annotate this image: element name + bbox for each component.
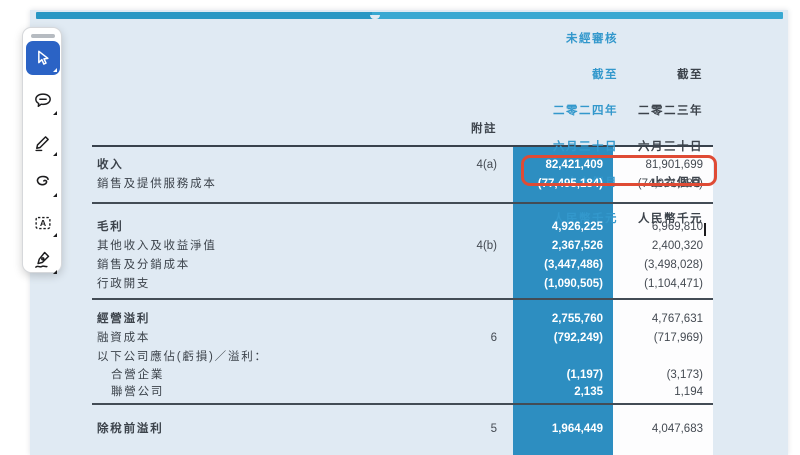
row-label: 以下公司應佔(虧損)／溢利： (97, 351, 268, 363)
value-2024: 2,135 (574, 386, 603, 398)
comment-bubble-icon (32, 90, 54, 112)
table-row-share-of-profits: 以下公司應佔(虧損)／溢利： (30, 348, 788, 367)
submenu-corner-triangle (53, 111, 57, 115)
table-row-joint-ventures: 合營企業 (1,197) (3,173) (30, 366, 788, 385)
submenu-corner-triangle (53, 233, 57, 237)
note-cell: 4(b) (476, 240, 497, 252)
value-2023: 2,400,320 (651, 240, 703, 252)
submenu-corner-triangle (53, 152, 57, 156)
value-2023: 4,047,683 (651, 423, 703, 435)
row-label: 合營企業 (111, 369, 165, 381)
header-line: 截至 (592, 69, 618, 81)
row-label: 其他收入及收益淨值 (97, 240, 217, 252)
header-line: 二零二四年 (553, 105, 618, 117)
submenu-corner-triangle (53, 193, 57, 197)
value-2023: (717,969) (653, 332, 703, 344)
note-cell: 4(a) (476, 159, 497, 171)
value-2023: (3,498,028) (644, 259, 703, 271)
row-label: 行政開支 (97, 278, 151, 290)
comment-tool-button[interactable] (26, 84, 60, 118)
row-label: 毛利 (97, 221, 124, 233)
pdf-page: 未經審核 截至 二零二四年 六月三十日 止六個月 人民幣千元 截至 二零二三年 … (30, 10, 788, 455)
row-label: 銷售及提供服務成本 (97, 178, 217, 190)
table-row-other-income: 其他收入及收益淨值 4(b) 2,367,526 2,400,320 (30, 237, 788, 256)
row-label: 銷售及分銷成本 (97, 259, 191, 271)
submenu-corner-triangle (53, 270, 57, 274)
page-top-accent-bar (36, 12, 783, 19)
value-2024: 82,421,409 (545, 159, 603, 171)
red-box-annotation[interactable] (521, 155, 717, 186)
value-2024: 2,367,526 (551, 240, 603, 252)
value-2023: (1,104,471) (644, 278, 703, 290)
table-row-admin-expenses: 行政開支 (1,090,505) (1,104,471) (30, 275, 788, 294)
table-row-profit-before-tax: 除稅前溢利 5 1,964,449 4,047,683 (30, 420, 788, 439)
header-line: 截至 (677, 69, 703, 81)
fountain-pen-icon (32, 249, 54, 271)
pen-icon (32, 131, 54, 153)
table-row-selling-costs: 銷售及分銷成本 (3,447,486) (3,498,028) (30, 256, 788, 275)
toolbar-drag-handle[interactable] (31, 34, 55, 38)
value-2024: 4,926,225 (551, 221, 603, 233)
value-2023: 4,767,631 (651, 313, 703, 325)
header-line: 六月三十日 (638, 141, 703, 153)
text-box-icon: A (32, 212, 54, 234)
text-cursor (704, 223, 706, 236)
signature-tool-button[interactable] (26, 243, 60, 277)
cursor-arrow-icon (33, 48, 53, 68)
row-label: 聯營公司 (111, 386, 165, 398)
value-2023: 6,969,810 (651, 221, 703, 233)
note-column-header: 附註 (471, 123, 497, 135)
submenu-corner-triangle (53, 68, 57, 72)
table-row-gross-profit: 毛利 4,926,225 6,969,810 (30, 218, 788, 237)
table-row-revenue: 收入 4(a) 82,421,409 81,901,699 (30, 156, 788, 175)
lasso-icon (32, 172, 54, 194)
svg-text:A: A (40, 218, 47, 228)
select-tool-button[interactable] (26, 41, 60, 75)
lasso-tool-button[interactable] (26, 166, 60, 200)
value-2023: 81,901,699 (645, 159, 703, 171)
unaudited-label: 未經審核 (566, 33, 618, 45)
table-row-associates: 聯營公司 2,135 1,194 (30, 383, 788, 402)
text-box-tool-button[interactable]: A (26, 206, 60, 240)
header-line: 二零二三年 (638, 105, 703, 117)
value-2024: (3,447,486) (544, 259, 603, 271)
value-2023: (3,173) (666, 369, 703, 381)
accent-bar-notch (370, 15, 380, 19)
table-row-finance-costs: 融資成本 6 (792,249) (717,969) (30, 329, 788, 348)
table-rule-3 (92, 403, 713, 405)
draw-tool-button[interactable] (26, 125, 60, 159)
row-label: 融資成本 (97, 332, 151, 344)
table-rule-2 (92, 298, 713, 300)
row-label: 收入 (97, 159, 124, 171)
annotation-toolbar[interactable]: A (22, 27, 62, 274)
row-label: 經營溢利 (97, 313, 151, 325)
value-2024: (1,090,505) (544, 278, 603, 290)
header-line: 六月三十日 (553, 141, 618, 153)
value-2024: (1,197) (566, 369, 603, 381)
note-cell: 6 (490, 332, 497, 344)
header-line: 人民幣千元 (638, 213, 703, 225)
value-2024: 1,964,449 (551, 423, 603, 435)
note-cell: 5 (490, 423, 497, 435)
table-row-operating-profit: 經營溢利 2,755,760 4,767,631 (30, 310, 788, 329)
column-header-2023: 截至 二零二三年 六月三十日 止六個月 人民幣千元 (533, 48, 703, 246)
table-rule-1 (92, 202, 713, 204)
row-label: 除稅前溢利 (97, 423, 164, 435)
value-2023: 1,194 (674, 386, 703, 398)
header-line: 人民幣千元 (553, 213, 618, 225)
table-rule-header (92, 145, 713, 147)
value-2024: 2,755,760 (551, 313, 603, 325)
value-2024: (792,249) (553, 332, 603, 344)
